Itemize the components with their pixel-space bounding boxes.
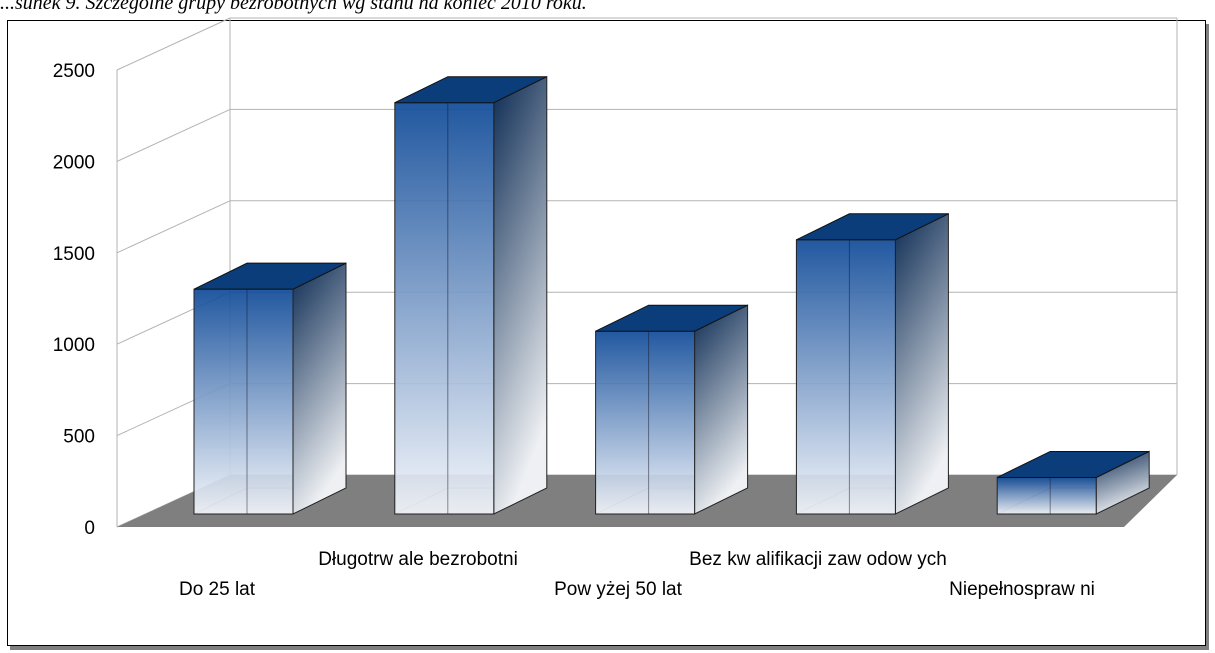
bar-side-face <box>493 75 548 515</box>
figure-caption: ...sunek 9. Szczególne grupy bezrobotnyc… <box>0 0 587 14</box>
bar-top-face <box>193 262 347 290</box>
bar <box>996 450 1150 515</box>
y-tick-label: 2000 <box>53 152 95 173</box>
x-category-label: Bez kw alifikacji zaw odow ych <box>689 549 947 570</box>
gridline-side <box>116 108 231 162</box>
x-category-label: Długotrw ale bezrobotni <box>318 549 518 570</box>
x-axis-categories: Do 25 lat Długotrw ale bezrobotni Pow yżej… <box>179 549 1095 600</box>
bar-top-face <box>595 304 748 332</box>
y-tick-label: 500 <box>63 427 95 448</box>
bar <box>795 212 949 515</box>
bar-front-face <box>193 288 294 515</box>
y-tick-label: 1500 <box>53 244 95 265</box>
bar-side-face <box>292 262 347 515</box>
bar-side-face <box>694 304 749 515</box>
bar-front-face <box>595 330 696 515</box>
bar <box>595 304 749 515</box>
gridline-side <box>116 17 231 71</box>
y-tick-label: 0 <box>84 518 95 539</box>
x-category-label: Pow yżej 50 lat <box>554 579 683 600</box>
x-category-label: Do 25 lat <box>179 579 256 600</box>
bar <box>193 262 347 515</box>
x-category-label: Niepełnospraw ni <box>949 579 1095 600</box>
y-tick-label: 1000 <box>53 335 95 356</box>
bar-top-face <box>996 450 1150 478</box>
bar <box>394 75 548 515</box>
bar-front-face <box>394 102 495 515</box>
bar-front-face <box>795 239 896 515</box>
bar-front-face <box>996 476 1097 515</box>
gridline-side <box>116 200 231 254</box>
bar-side-face <box>894 212 949 515</box>
bar-top-face <box>796 213 949 241</box>
bars <box>193 75 1150 515</box>
y-tick-label: 2500 <box>53 61 95 82</box>
y-axis-ticks: 0 500 1000 1500 2000 2500 <box>53 61 95 539</box>
bar-top-face <box>394 76 548 104</box>
